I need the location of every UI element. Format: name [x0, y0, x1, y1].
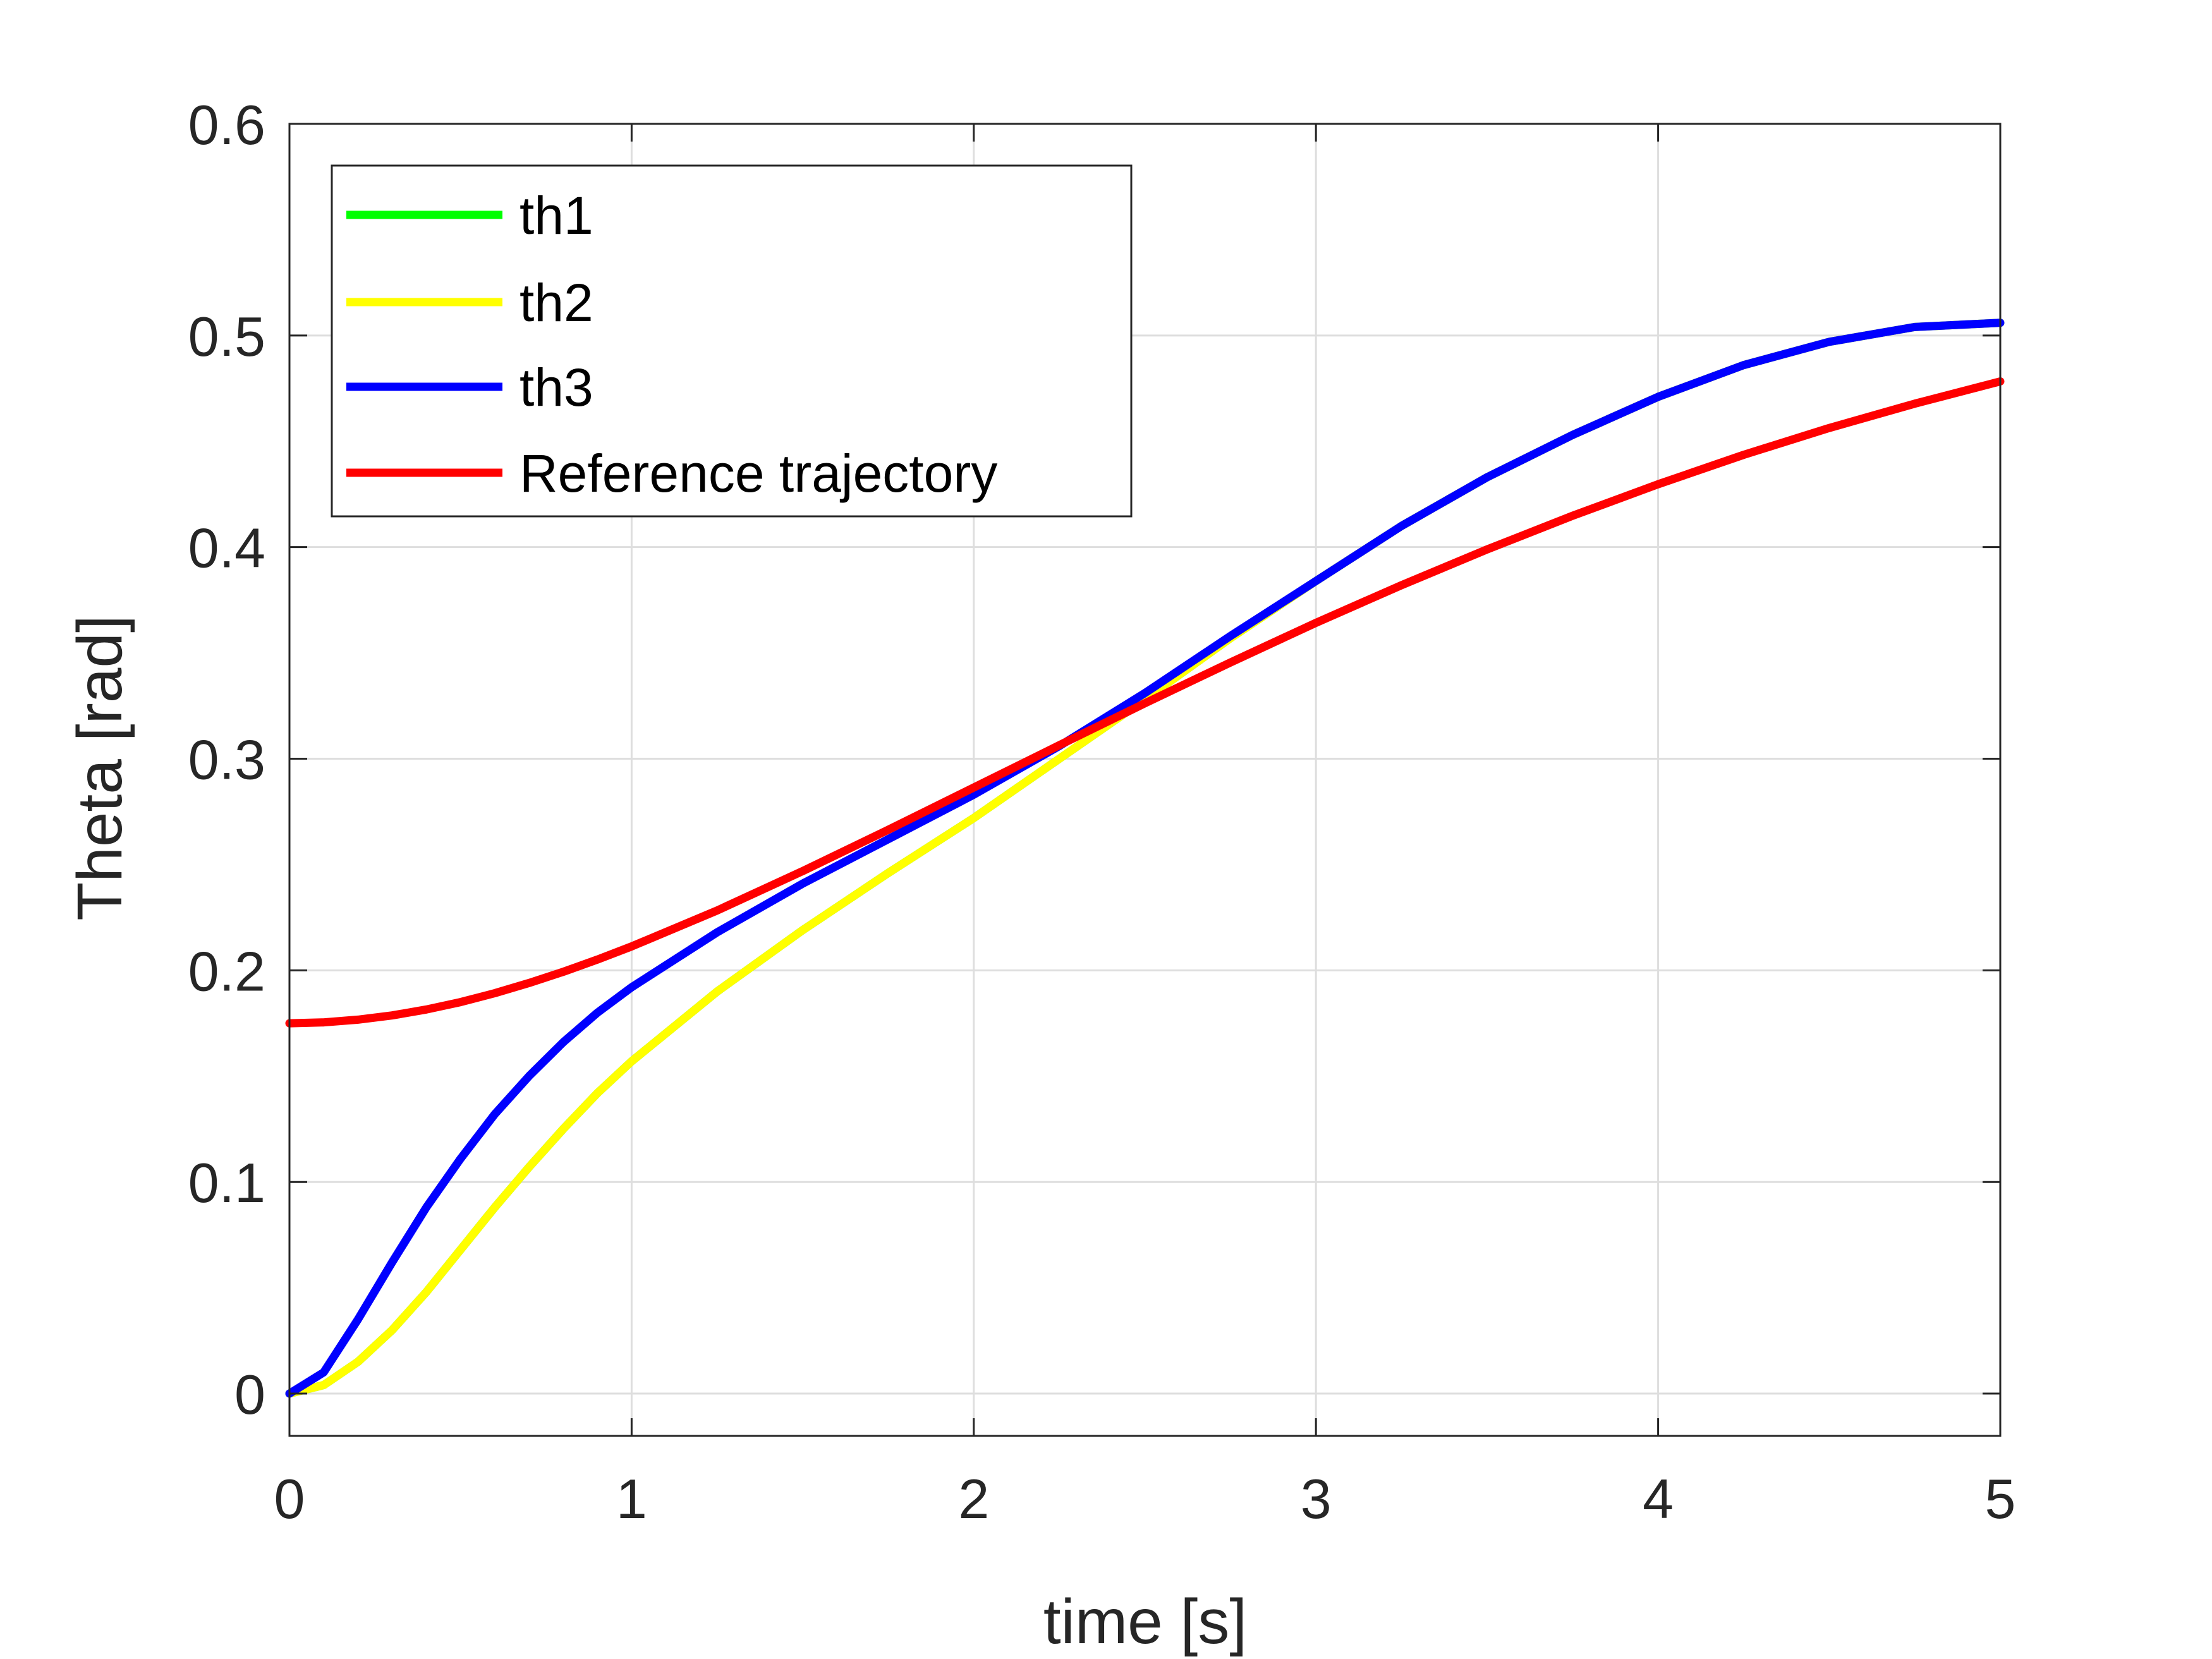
- legend-box: [331, 164, 1133, 518]
- series-lines: [285, 319, 2005, 1398]
- x-tick-label: 4: [1643, 1468, 1674, 1530]
- axis-ticks: [288, 123, 2002, 1436]
- tick-labels: 0 1 2 3 4 5 0 0.1 0.2 0.3 0.4 0.5 0.6: [188, 94, 2016, 1530]
- series-line-reference-trajectory: [285, 377, 2005, 1028]
- y-tick-label: 0.6: [188, 94, 265, 156]
- legend-label-reference-trajectory: Reference trajectory: [520, 444, 997, 503]
- y-tick-label: 0.3: [188, 729, 265, 791]
- x-tick-label: 0: [274, 1468, 305, 1530]
- legend-label-th2: th2: [520, 273, 593, 332]
- x-tick-label: 2: [958, 1468, 989, 1530]
- y-tick-label: 0.4: [188, 517, 265, 580]
- x-tick-label: 1: [616, 1468, 647, 1530]
- y-axis-label: Theta [rad]: [64, 615, 135, 921]
- legend-label-th1: th1: [520, 186, 593, 245]
- y-tick-label: 0.5: [188, 305, 265, 368]
- legend: th1 th2 th3 Reference trajectory: [331, 164, 1133, 518]
- plot-frame: [288, 123, 2002, 1437]
- legend-label-th3: th3: [520, 358, 593, 417]
- x-tick-label: 3: [1301, 1468, 1332, 1530]
- series-line-th3: [285, 319, 2005, 1398]
- y-tick-label: 0.2: [188, 940, 265, 1002]
- y-tick-label: 0: [234, 1363, 265, 1426]
- x-tick-label: 5: [1985, 1468, 2016, 1530]
- y-tick-label: 0.1: [188, 1152, 265, 1214]
- x-axis-label: time [s]: [1043, 1586, 1247, 1657]
